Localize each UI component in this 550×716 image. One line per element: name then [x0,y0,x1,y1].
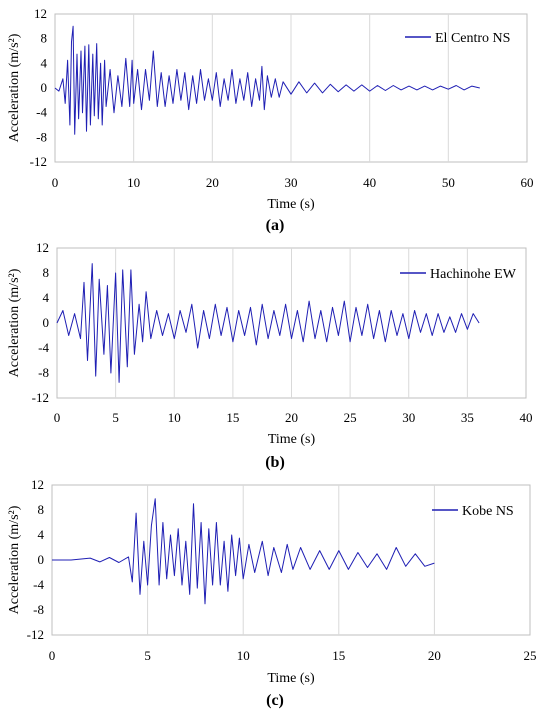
y-tick-label: 0 [43,315,50,330]
sub-label-b: (b) [265,454,285,471]
x-axis-label: Time (s) [268,432,316,447]
y-tick-label: -12 [30,154,47,169]
x-tick-label: 30 [285,175,298,190]
panel-c: 12 8 4 0 -4 -8 -12 0 5 10 15 20 25 Acceleration (m/s²… [0,475,550,716]
x-tick-label: 20 [428,648,441,663]
y-axis-label: Acceleration (m/s²) [7,268,22,377]
x-tick-label: 10 [127,175,140,190]
x-tick-label: 20 [206,175,219,190]
y-tick-label: -4 [33,577,44,592]
x-tick-label: 10 [168,410,181,425]
y-tick-label: 8 [43,265,50,280]
y-axis-label: Acceleration (m/s²) [7,505,22,614]
x-axis-label: Time (s) [267,197,315,212]
y-tick-label: -4 [36,105,47,120]
sub-label-c: (c) [266,692,284,709]
x-tick-label: 15 [226,410,239,425]
x-tick-label: 20 [285,410,298,425]
y-tick-label: -8 [38,365,49,380]
y-tick-label: -4 [38,340,49,355]
y-tick-label: 12 [31,477,44,492]
y-tick-label: -12 [27,627,44,642]
x-tick-label: 5 [144,648,151,663]
sub-label-a: (a) [265,217,285,234]
x-tick-label: 25 [524,648,537,663]
y-tick-label: 12 [34,6,47,21]
y-tick-label: 8 [41,31,48,46]
x-axis-label: Time (s) [267,671,315,686]
series-line [54,25,480,135]
x-tick-label: 60 [521,175,534,190]
y-tick-label: 4 [43,290,50,305]
y-axis-label: Acceleration (m/s²) [7,33,22,142]
y-tick-label: 12 [36,240,49,255]
series-line [52,498,435,605]
x-tick-label: 10 [237,648,250,663]
y-tick-label: -8 [33,602,44,617]
y-tick-label: 4 [38,527,45,542]
y-tick-label: 4 [41,55,48,70]
y-tick-label: -8 [36,129,47,144]
x-tick-label: 0 [54,410,61,425]
x-tick-label: 30 [402,410,415,425]
x-tick-label: 5 [112,410,119,425]
x-tick-label: 50 [442,175,455,190]
y-tick-label: 0 [41,80,48,95]
series-line [56,263,480,383]
chart-c: 12 8 4 0 -4 -8 -12 0 5 10 15 20 25 Acceleration (m/s²… [7,477,537,686]
y-tick-label: -12 [32,390,49,405]
x-tick-label: 35 [461,410,474,425]
y-tick-label: 8 [38,502,45,517]
x-tick-label: 40 [520,410,533,425]
y-tick-label: 0 [38,552,45,567]
legend-label: Hachinohe EW [430,267,517,282]
x-tick-label: 40 [363,175,376,190]
legend-label: Kobe NS [462,504,514,519]
x-tick-label: 0 [52,175,59,190]
x-tick-label: 0 [49,648,56,663]
legend-label: El Centro NS [435,31,510,46]
x-tick-label: 15 [332,648,345,663]
panel-a: 12 8 4 0 -4 -8 -12 0 10 20 30 40 50 60 Acceleration (m… [0,0,550,242]
panel-b: 12 8 4 0 -4 -8 -12 0 5 10 15 20 25 30 35 40 Acceleration… [0,236,550,478]
x-tick-label: 25 [344,410,357,425]
